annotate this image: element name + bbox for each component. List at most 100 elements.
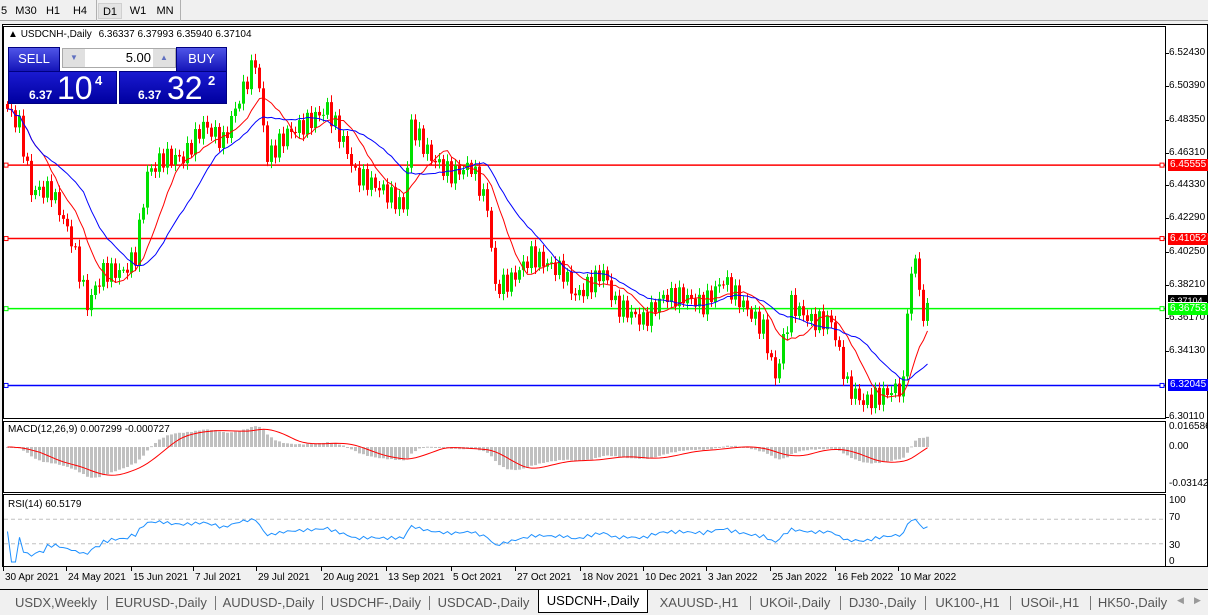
bear-candle: [702, 294, 705, 315]
chart-tab[interactable]: USDCNH-,Daily: [538, 590, 648, 613]
bull-candle: [426, 144, 429, 154]
price-axis-label: 6.44330: [1169, 179, 1206, 191]
macd-histogram-bar: [194, 430, 197, 447]
macd-histogram-bar: [102, 447, 105, 476]
timeframe-mn[interactable]: MN: [156, 5, 174, 17]
macd-histogram-bar: [290, 443, 293, 447]
macd-histogram-bar: [586, 447, 589, 460]
bull-candle: [158, 153, 161, 172]
date-axis-label: 16 Feb 2022: [837, 572, 894, 583]
bull-candle: [38, 186, 41, 190]
macd-histogram-bar: [546, 447, 549, 463]
volume-decrease-icon[interactable]: ▼: [63, 49, 85, 67]
macd-histogram-bar: [302, 444, 305, 447]
macd-histogram-bar: [702, 447, 705, 451]
bull-candle: [798, 306, 801, 316]
bull-candle: [726, 277, 729, 285]
timeframe-m30[interactable]: M30: [15, 5, 37, 17]
chart-tab[interactable]: AUDUSD-,Daily: [222, 595, 315, 610]
macd-histogram-bar: [242, 429, 245, 447]
macd-histogram-bar: [342, 445, 345, 447]
bull-candle: [914, 258, 917, 274]
bear-candle: [886, 388, 889, 396]
bear-candle: [682, 287, 685, 304]
bear-candle: [750, 309, 753, 319]
bear-candle: [414, 119, 417, 141]
timeframe-h4[interactable]: H4: [72, 5, 88, 17]
bear-candle: [70, 226, 73, 247]
bear-candle: [690, 294, 693, 299]
buy-button[interactable]: BUY: [176, 47, 227, 72]
macd-histogram-bar: [310, 444, 313, 447]
bull-candle: [398, 197, 401, 210]
tab-scroll-left-icon[interactable]: ◀: [1177, 595, 1184, 605]
bear-candle: [850, 376, 853, 399]
bear-candle: [6, 104, 9, 109]
macd-histogram-bar: [86, 447, 89, 477]
tab-separator: [215, 596, 216, 610]
macd-histogram-bar: [682, 447, 685, 451]
level-line-handle: [4, 382, 9, 388]
macd-histogram-bar: [882, 447, 885, 463]
macd-histogram-bar: [406, 447, 409, 459]
volume-field[interactable]: ▼ 5.00 ▲: [62, 48, 176, 68]
buy-price[interactable]: 6.37 32 2: [119, 70, 227, 106]
macd-histogram-bar: [426, 446, 429, 448]
chart-tab[interactable]: HK50-,Daily: [1097, 595, 1168, 610]
bear-candle: [402, 197, 405, 210]
bear-candle: [354, 165, 357, 168]
chart-tab[interactable]: USDCHF-,Daily: [330, 595, 421, 610]
macd-histogram-bar: [614, 447, 617, 457]
bear-candle: [430, 144, 433, 161]
chart-tab[interactable]: DJ30-,Daily: [848, 595, 917, 610]
timeframe-h1[interactable]: H1: [45, 5, 61, 17]
bull-candle: [90, 295, 93, 311]
collapse-triangle-icon[interactable]: ▲: [8, 29, 18, 40]
macd-histogram-bar: [822, 447, 825, 450]
macd-pane[interactable]: MACD(12,26,9) 0.007299 -0.000727: [3, 421, 1166, 493]
bear-candle: [310, 112, 313, 129]
bull-candle: [418, 128, 421, 141]
sell-button[interactable]: SELL: [8, 47, 60, 72]
bull-candle: [762, 319, 765, 334]
chart-tab[interactable]: UK100-,H1: [935, 595, 1000, 610]
macd-histogram-bar: [746, 447, 749, 449]
bull-candle: [510, 272, 513, 292]
macd-histogram-bar: [94, 447, 97, 478]
chart-tab[interactable]: USDCAD-,Daily: [437, 595, 530, 610]
macd-histogram-bar: [594, 447, 597, 459]
macd-histogram-bar: [234, 431, 237, 447]
bear-candle: [126, 269, 129, 273]
bull-candle: [370, 177, 373, 190]
chart-tab[interactable]: UKOil-,Daily: [759, 595, 831, 610]
bear-candle: [862, 400, 865, 405]
chart-tab[interactable]: EURUSD-,Daily: [115, 595, 207, 610]
macd-histogram-bar: [634, 447, 637, 459]
bull-candle: [146, 171, 149, 208]
timeframe-w1[interactable]: W1: [129, 5, 147, 17]
bear-candle: [554, 262, 557, 276]
chart-tab[interactable]: XAUUSD-,H1: [659, 595, 739, 610]
timeframe-m15[interactable]: 5: [0, 5, 8, 17]
sell-price[interactable]: 6.37 10 4: [8, 70, 117, 106]
bear-candle: [766, 319, 769, 354]
macd-histogram-bar: [590, 447, 593, 460]
bear-candle: [618, 295, 621, 317]
bull-candle: [826, 315, 829, 330]
bull-candle: [390, 187, 393, 203]
macd-histogram-bar: [170, 434, 173, 447]
bear-candle: [802, 306, 805, 316]
macd-histogram-bar: [394, 447, 397, 460]
tab-scroll-right-icon[interactable]: ▶: [1194, 595, 1201, 605]
volume-value[interactable]: 5.00: [125, 50, 151, 65]
macd-histogram-bar: [646, 447, 649, 459]
bear-candle: [294, 131, 297, 133]
chart-tab[interactable]: USOil-,H1: [1020, 595, 1080, 610]
rsi-pane[interactable]: RSI(14) 60.5179: [3, 494, 1166, 567]
bear-candle: [806, 315, 809, 322]
volume-increase-icon[interactable]: ▲: [153, 49, 175, 67]
timeframe-d1[interactable]: D1: [98, 3, 122, 19]
macd-histogram-bar: [534, 447, 537, 466]
macd-histogram-bar: [862, 447, 865, 463]
chart-tab[interactable]: USDX,Weekly: [14, 595, 98, 610]
